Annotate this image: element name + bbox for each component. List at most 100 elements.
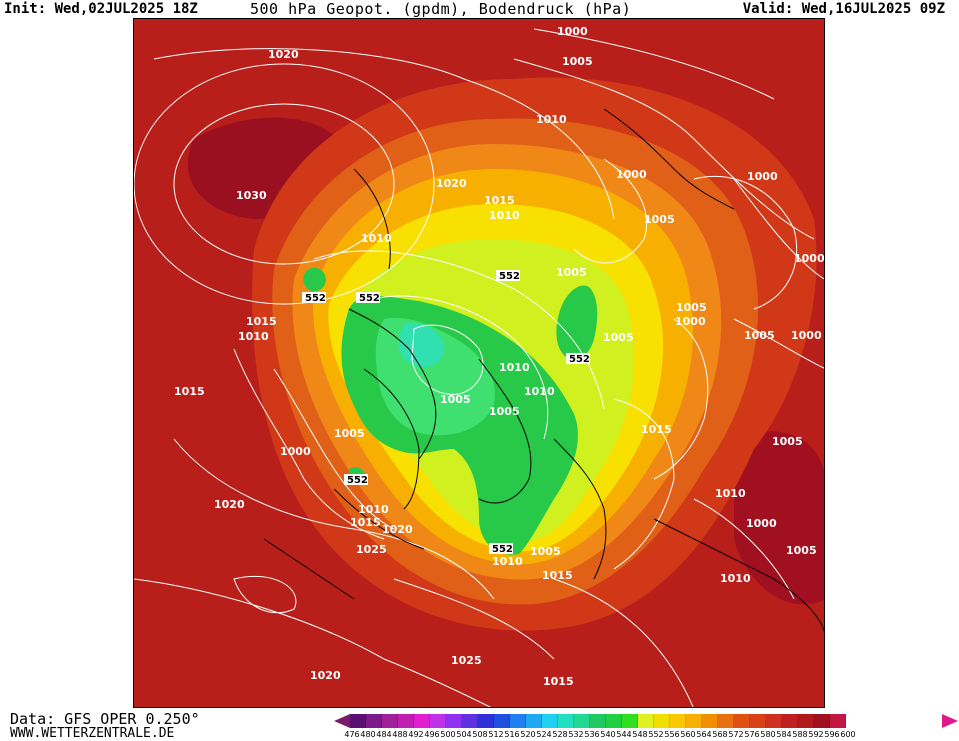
label-1010-c4: 1010 — [499, 361, 530, 374]
fill-green-canada-w — [303, 267, 326, 292]
label-1010-asia: 1010 — [715, 487, 746, 500]
label-1010-top: 1010 — [536, 113, 567, 126]
label-1000-e: 1000 — [747, 170, 778, 183]
colorbar-tick-label: 548 — [632, 730, 648, 739]
colorbar-max-arrow — [942, 714, 958, 728]
init-time: Init: Wed,02JUL2025 18Z — [4, 1, 198, 17]
label-1010-eu: 1010 — [492, 555, 523, 568]
label-1000-c3: 1000 — [675, 315, 706, 328]
map-canvas: 1020 1030 1000 1005 1010 1020 1015 1010 … — [134, 19, 824, 707]
z552-label-2: 552 — [359, 293, 380, 304]
coast-hudson — [363, 368, 420, 510]
z552-label-4: 552 — [569, 354, 590, 365]
isobar-1005-east — [693, 175, 798, 310]
label-1005-c2: 1005 — [556, 266, 587, 279]
isobar-1020-north — [153, 48, 615, 220]
colorbar-tick-label: 492 — [408, 730, 424, 739]
colorbar-cell — [686, 714, 702, 728]
isobar-1005-low — [411, 324, 484, 395]
colorbar-tick-label: 488 — [392, 730, 408, 739]
colorbar-tick-label: 528 — [552, 730, 568, 739]
colorbar-cell — [670, 714, 686, 728]
forecast-map: 1020 1030 1000 1005 1010 1020 1015 1010 … — [133, 18, 825, 708]
colorbar-cell — [750, 714, 766, 728]
colorbar-tick-label: 600 — [840, 730, 856, 739]
colorbar-tick-label: 568 — [712, 730, 728, 739]
label-1005-e: 1005 — [644, 213, 675, 226]
colorbar-cell — [430, 714, 446, 728]
colorbar-cell — [574, 714, 590, 728]
label-1020-sw2: 1020 — [382, 523, 413, 536]
colorbar-tick-label: 544 — [616, 730, 632, 739]
label-1005-top: 1005 — [562, 55, 593, 68]
colorbar-cell — [734, 714, 750, 728]
z552-box-2 — [356, 292, 380, 303]
colorbar-tick-label: 524 — [536, 730, 552, 739]
isobar-1015-west — [233, 348, 385, 540]
colorbar-swatches — [350, 714, 846, 728]
label-1010-w: 1010 — [238, 330, 269, 343]
colorbar-tick-label: 476 — [344, 730, 360, 739]
coast-eurasia-south — [653, 518, 824, 633]
colorbar-tick-label: 588 — [792, 730, 808, 739]
label-1005-east3: 1005 — [744, 329, 775, 342]
colorbar-tick-label: 500 — [440, 730, 456, 739]
label-1020-sw: 1020 — [214, 498, 245, 511]
website-label: WWW.WETTERZENTRALE.DE — [10, 726, 175, 741]
z552-box-4 — [566, 353, 590, 364]
colorbar-tick-label: 552 — [648, 730, 664, 739]
coast-scandinavia — [553, 438, 607, 580]
map-title: 500 hPa Geopot. (gpdm), Bodendruck (hPa) — [250, 0, 632, 18]
colorbar-cell — [830, 714, 846, 728]
coast-na-sw — [263, 538, 355, 600]
colorbar-tick-label: 512 — [488, 730, 504, 739]
label-1015-w2: 1015 — [174, 385, 205, 398]
label-1005-w3: 1005 — [334, 427, 365, 440]
label-1010-c: 1010 — [489, 209, 520, 222]
coast-siberia — [603, 108, 735, 210]
z552-box-1 — [302, 292, 326, 303]
colorbar-cell — [638, 714, 654, 728]
isobar-1000-top — [533, 28, 775, 100]
colorbar-tick-label: 564 — [696, 730, 712, 739]
coast-greenland — [478, 358, 532, 504]
isobar-1000-siberia — [733, 178, 824, 280]
colorbar-tick-label: 496 — [424, 730, 440, 739]
isobar-1015-med — [553, 578, 694, 707]
label-1005-e4: 1005 — [772, 435, 803, 448]
z552-box-6 — [489, 543, 513, 554]
colorbar-cell — [814, 714, 830, 728]
data-source-label: Data: GFS OPER 0.250° — [10, 710, 200, 728]
isobar-1010-asia — [693, 498, 795, 600]
colorbar-cell — [606, 714, 622, 728]
colorbar-cell — [782, 714, 798, 728]
colorbar-cell — [718, 714, 734, 728]
label-1010-sw: 1010 — [358, 503, 389, 516]
isobar-1020-sw — [173, 438, 495, 600]
colorbar-tick-label: 484 — [376, 730, 392, 739]
colorbar-tick-label: 516 — [504, 730, 520, 739]
label-1005-se: 1005 — [786, 544, 817, 557]
isobar-labels: 1020 1030 1000 1005 1010 1020 1015 1010 … — [174, 25, 824, 688]
z552-box-5 — [344, 474, 368, 485]
colorbar-tick-label: 592 — [808, 730, 824, 739]
z552-labels: 552 552 552 552 552 552 — [302, 270, 590, 555]
isobar-1010-center — [373, 295, 549, 440]
colorbar-cell — [382, 714, 398, 728]
label-1000-w3: 1000 — [280, 445, 311, 458]
label-1005-eu: 1005 — [530, 545, 561, 558]
label-1015-eu: 1015 — [542, 569, 573, 582]
z552-label-5: 552 — [347, 475, 368, 486]
label-1015-sw: 1015 — [350, 516, 381, 529]
colorbar-tick-label: 520 — [520, 730, 536, 739]
colorbar-tick-label: 556 — [664, 730, 680, 739]
isobar-1010-east — [653, 318, 709, 480]
fill-cyan-core — [398, 322, 445, 368]
valid-time: Valid: Wed,16JUL2025 09Z — [742, 1, 945, 17]
z552-label-1: 552 — [305, 293, 326, 304]
label-1015-c: 1015 — [484, 194, 515, 207]
colorbar-cell — [414, 714, 430, 728]
label-1030: 1030 — [236, 189, 267, 202]
label-1020-s: 1020 — [310, 669, 341, 682]
colorbar-tick-label: 536 — [584, 730, 600, 739]
